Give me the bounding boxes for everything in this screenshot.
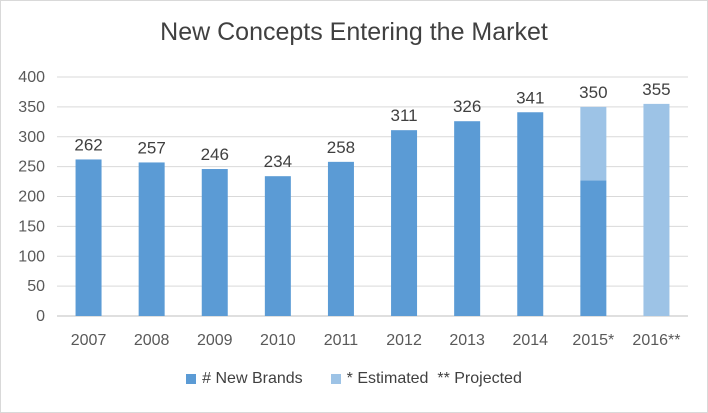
x-tick-label: 2012: [386, 332, 422, 349]
data-label: 262: [74, 135, 102, 154]
y-tick-label: 0: [36, 308, 45, 325]
y-tick-label: 400: [18, 69, 45, 86]
data-label: 311: [390, 106, 417, 125]
x-tick-label: 2016**: [632, 332, 680, 349]
x-tick-label: 2011: [324, 332, 359, 349]
x-tick-label: 2014: [512, 332, 548, 349]
bar-new-brands: [391, 130, 418, 316]
y-tick-label: 350: [18, 99, 45, 116]
y-tick-label: 300: [18, 129, 45, 146]
legend-swatch-estimated-projected: [330, 374, 341, 384]
bar-estimated-projected: [580, 106, 607, 181]
x-tick-label: 2015*: [572, 332, 614, 349]
legend: # New Brands * Estimated ** Projected: [0, 370, 708, 388]
data-label: 341: [516, 88, 544, 107]
y-tick-label: 150: [18, 218, 45, 235]
bar-new-brands: [138, 162, 165, 316]
x-tick-label: 2010: [260, 332, 296, 349]
legend-label-new-brands: # New Brands: [202, 370, 303, 387]
legend-item-new-brands: # New Brands: [186, 370, 303, 388]
x-tick-label: 2007: [71, 332, 107, 349]
data-label: 355: [642, 80, 670, 99]
data-label: 258: [327, 138, 355, 157]
y-tick-label: 250: [18, 159, 45, 176]
y-tick-label: 200: [18, 189, 45, 206]
bar-new-brands: [580, 180, 607, 316]
bar-new-brands: [454, 121, 481, 316]
bar-new-brands: [327, 161, 354, 316]
data-label: 326: [453, 97, 481, 116]
data-label: 350: [579, 83, 607, 102]
x-tick-label: 2008: [134, 332, 170, 349]
legend-swatch-new-brands: [186, 374, 197, 384]
bar-new-brands: [517, 112, 544, 316]
legend-label-estimated-projected: * Estimated ** Projected: [346, 370, 522, 387]
data-label: 234: [264, 152, 292, 171]
data-label: 246: [201, 145, 229, 164]
bar-new-brands: [201, 169, 228, 316]
x-tick-label: 2013: [449, 332, 485, 349]
y-tick-label: 50: [27, 278, 45, 295]
data-label: 257: [137, 138, 165, 157]
y-tick-label: 100: [18, 248, 45, 265]
chart-title: New Concepts Entering the Market: [160, 18, 548, 46]
bar-estimated-projected: [643, 103, 670, 316]
bar-new-brands: [264, 176, 291, 316]
x-tick-label: 2009: [197, 332, 233, 349]
legend-item-estimated-projected: * Estimated ** Projected: [330, 370, 522, 388]
bar-new-brands: [75, 159, 102, 316]
